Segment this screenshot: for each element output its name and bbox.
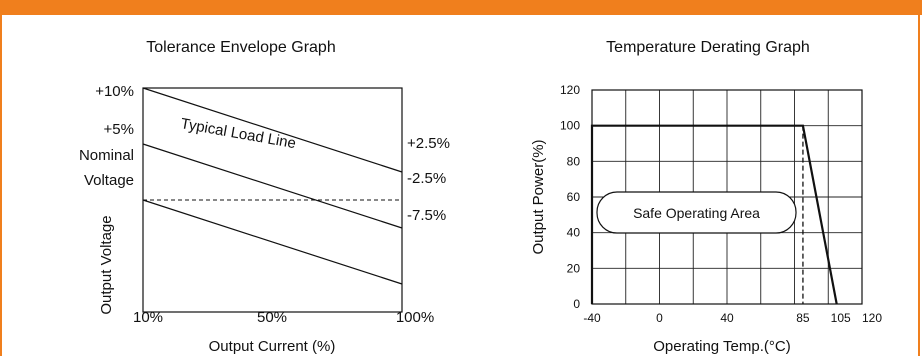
y-tick-label: 60 bbox=[567, 190, 581, 204]
y-tick-label: 0 bbox=[573, 297, 580, 311]
tolerance-chart-title: Tolerance Envelope Graph bbox=[146, 39, 335, 56]
y-axis-label: Output Power(%) bbox=[530, 139, 547, 254]
x-axis-label: Operating Temp.(°C) bbox=[653, 338, 790, 355]
header-band bbox=[0, 0, 922, 15]
y-left-label: Nominal bbox=[79, 147, 134, 164]
derating-curve bbox=[590, 124, 838, 305]
y-left-label: +5% bbox=[104, 121, 134, 138]
tolerance-chart: +10% +5% Nominal Voltage +2.5% -2.5% -7.5% 10% 5… bbox=[79, 83, 450, 355]
safe-area-pill bbox=[596, 191, 797, 234]
y-tick-label: 40 bbox=[567, 226, 581, 240]
y-right-label: -7.5% bbox=[407, 207, 446, 224]
x-tick-label: 50% bbox=[257, 309, 287, 326]
y-tick-label: 80 bbox=[567, 154, 581, 168]
x-tick-label: 85 bbox=[796, 311, 810, 325]
x-tick-label: 40 bbox=[720, 311, 734, 325]
load-line-annotation: Typical Load Line bbox=[179, 115, 297, 152]
y-tick-label: 20 bbox=[567, 261, 581, 275]
panel-frame bbox=[0, 15, 920, 356]
x-axis-label: Output Current (%) bbox=[209, 338, 336, 355]
y-right-label: -2.5% bbox=[407, 170, 446, 187]
tolerance-line-3 bbox=[142, 199, 403, 285]
y-left-label: +10% bbox=[95, 83, 134, 100]
y-tick-label: 100 bbox=[560, 119, 580, 133]
y-axis-label: Output Voltage bbox=[98, 215, 115, 314]
x-tick-label: 0 bbox=[656, 311, 663, 325]
tolerance-line-2 bbox=[142, 143, 403, 229]
x-tick-label: 100% bbox=[396, 309, 434, 326]
x-tick-label: 105 bbox=[831, 311, 851, 325]
x-tick-label: 10% bbox=[133, 309, 163, 326]
safe-area-label: Safe Operating Area bbox=[633, 205, 760, 221]
y-left-label: Voltage bbox=[84, 172, 134, 189]
y-tick-label: 120 bbox=[560, 83, 580, 97]
derating-chart-title: Temperature Derating Graph bbox=[606, 39, 810, 56]
x-tick-label: 120 bbox=[862, 311, 882, 325]
tolerance-line-1 bbox=[142, 87, 403, 173]
x-tick-label: -40 bbox=[583, 311, 601, 325]
y-right-label: +2.5% bbox=[407, 135, 450, 152]
